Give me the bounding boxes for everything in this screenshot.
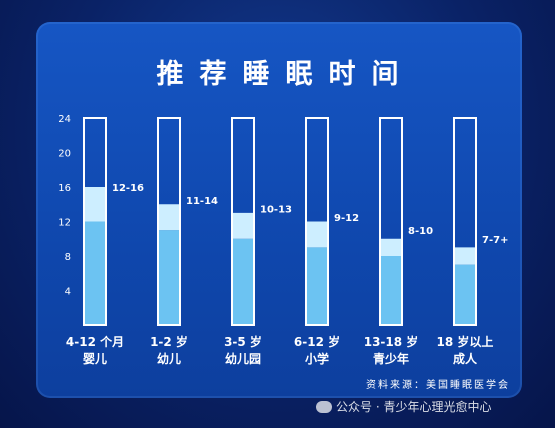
bar-frame — [157, 117, 181, 326]
category-label: 18 岁以上 — [437, 334, 494, 349]
bar-frame — [83, 117, 107, 326]
y-tick-label: 16 — [58, 183, 71, 194]
category-label: 4-12 个月 — [66, 334, 124, 349]
category-label: 13-18 岁 — [364, 334, 419, 349]
range-label: 8-10 — [408, 226, 433, 237]
category-sublabel: 婴儿 — [83, 352, 107, 366]
range-label: 12-16 — [112, 183, 144, 194]
category-sublabel: 成人 — [453, 351, 478, 366]
y-tick-label: 4 — [65, 287, 71, 298]
range-label: 11-14 — [186, 196, 218, 207]
chart-title: 推荐睡眠时间 — [156, 59, 415, 90]
bar-frame — [379, 117, 403, 326]
bar-range — [158, 204, 180, 231]
bar-base — [232, 238, 254, 325]
watermark: 公众号 · 青少年心理光愈中心 — [316, 398, 546, 415]
range-label: 10-13 — [260, 205, 292, 216]
category-label: 3-5 岁 — [224, 334, 262, 349]
watermark-text: 公众号 · 青少年心理光愈中心 — [336, 400, 492, 414]
bar-range — [306, 221, 328, 248]
category-sublabel: 小学 — [305, 351, 329, 366]
y-tick-label: 20 — [58, 149, 71, 160]
bar-range — [84, 187, 106, 222]
bar-frame — [231, 117, 255, 326]
category-label: 6-12 岁 — [294, 334, 340, 349]
range-label: 9-12 — [334, 213, 359, 224]
source-note: 资料来源：美国睡眠医学会 — [366, 380, 510, 391]
category-sublabel: 幼儿 — [157, 351, 181, 366]
bar-base — [158, 230, 180, 325]
bar-base — [84, 221, 106, 325]
y-tick-label: 24 — [58, 114, 71, 125]
bar-base — [454, 264, 476, 325]
bar-range — [232, 212, 254, 239]
y-tick-label: 8 — [65, 252, 71, 263]
bar-frame — [453, 117, 477, 326]
category-sublabel: 幼儿园 — [225, 351, 261, 366]
category-label: 1-2 岁 — [150, 334, 188, 349]
wechat-icon — [316, 400, 332, 413]
category-sublabel: 青少年 — [373, 351, 409, 366]
bar-base — [306, 247, 328, 325]
bar-frame — [305, 117, 329, 326]
bar-range — [380, 238, 402, 256]
chart-panel — [36, 22, 522, 398]
range-label: 7-7+ — [482, 235, 508, 246]
bar-base — [380, 256, 402, 325]
bar-range — [454, 247, 476, 265]
y-tick-label: 12 — [58, 218, 71, 229]
